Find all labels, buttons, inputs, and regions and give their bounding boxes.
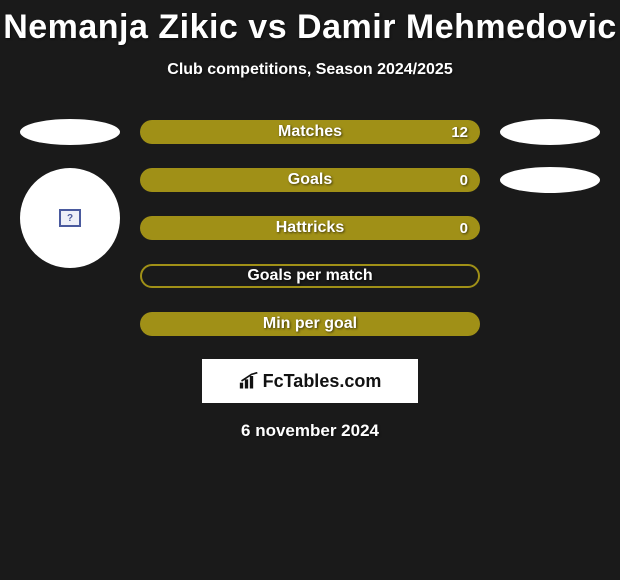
stat-value: 0 <box>460 172 468 189</box>
stat-value: 12 <box>451 124 468 141</box>
left-ellipse <box>20 119 120 145</box>
stat-bar: Goals per match <box>140 264 480 288</box>
stat-bar: Goals 0 <box>140 168 480 192</box>
chart-icon <box>239 372 259 390</box>
stat-label: Matches <box>278 123 342 141</box>
player-badge: ? <box>20 168 120 268</box>
stat-label: Hattricks <box>276 219 344 237</box>
page-title: Nemanja Zikic vs Damir Mehmedovic <box>0 0 620 47</box>
stat-bar: Matches 12 <box>140 120 480 144</box>
right-ellipse <box>500 167 600 193</box>
stat-row-min-per-goal: Min per goal <box>10 311 610 337</box>
brand-text: FcTables.com <box>263 371 382 392</box>
stat-label: Min per goal <box>263 315 357 333</box>
stat-row-goals-per-match: Goals per match <box>10 263 610 289</box>
right-ellipse <box>500 119 600 145</box>
stat-label: Goals per match <box>247 267 372 285</box>
stat-bar: Min per goal <box>140 312 480 336</box>
stat-bar: Hattricks 0 <box>140 216 480 240</box>
brand-box[interactable]: FcTables.com <box>202 359 418 403</box>
stat-value: 0 <box>460 220 468 237</box>
date: 6 november 2024 <box>0 421 620 441</box>
placeholder-icon: ? <box>59 209 81 227</box>
stat-label: Goals <box>288 171 332 189</box>
subtitle: Club competitions, Season 2024/2025 <box>0 61 620 79</box>
stat-row-matches: Matches 12 <box>10 119 610 145</box>
